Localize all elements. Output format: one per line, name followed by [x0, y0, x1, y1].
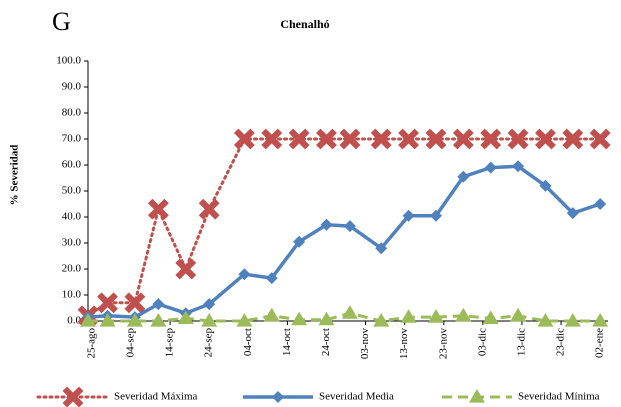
legend-label: Severidad Mínima	[518, 391, 600, 403]
y-tick-label: 10.0	[62, 289, 82, 301]
marker	[126, 313, 143, 327]
marker	[80, 313, 96, 327]
marker	[99, 313, 116, 327]
marker	[152, 298, 165, 311]
legend-label: Severidad Máxima	[114, 391, 198, 403]
marker	[198, 198, 220, 220]
y-tick-label: 90.0	[62, 81, 82, 93]
marker	[341, 305, 358, 319]
x-tick-label: 02-ene	[594, 328, 606, 358]
y-tick-label: 80.0	[62, 107, 82, 119]
marker	[343, 220, 356, 233]
marker	[398, 128, 420, 150]
marker	[339, 128, 361, 150]
legend-label: Severidad Media	[319, 391, 394, 403]
marker	[236, 313, 253, 327]
marker	[238, 268, 251, 281]
y-tick-label: 30.0	[62, 237, 82, 249]
marker	[592, 313, 609, 327]
marker	[425, 128, 447, 150]
marker	[177, 310, 194, 324]
marker	[97, 292, 118, 314]
marker	[507, 128, 529, 150]
marker	[589, 128, 611, 150]
marker	[175, 258, 197, 280]
x-tick-label: 03-dic	[476, 328, 488, 356]
marker	[318, 311, 335, 326]
marker	[480, 128, 502, 150]
marker	[482, 310, 499, 324]
y-tick-label: 60.0	[62, 159, 82, 171]
x-tick-label: 04-sep	[125, 328, 137, 358]
marker	[457, 170, 470, 183]
marker	[375, 242, 388, 255]
y-tick-label: 50.0	[62, 185, 82, 197]
marker	[293, 235, 306, 248]
marker	[512, 160, 525, 173]
marker	[201, 313, 218, 327]
marker	[427, 309, 444, 323]
marker	[291, 311, 308, 326]
marker	[429, 209, 442, 222]
marker	[150, 313, 167, 327]
marker	[316, 128, 337, 150]
marker	[373, 313, 390, 327]
marker	[147, 198, 169, 220]
x-tick-label: 04-oct	[242, 328, 254, 356]
y-tick-label: 100.0	[56, 55, 81, 67]
marker	[564, 313, 581, 327]
marker	[124, 292, 146, 314]
marker	[62, 386, 84, 407]
marker	[233, 128, 255, 150]
x-tick-label: 23-dic	[555, 328, 567, 356]
y-tick-label: 20.0	[62, 263, 82, 275]
chart-title: Chenalhó	[280, 17, 329, 31]
series-line	[87, 164, 601, 319]
marker	[562, 128, 584, 150]
x-tick-label: 25-ago	[85, 328, 97, 359]
marker	[537, 313, 554, 327]
marker	[402, 209, 415, 222]
y-tick-label: 70.0	[62, 133, 82, 145]
marker	[263, 307, 280, 322]
marker	[455, 307, 472, 322]
series-line	[86, 137, 602, 318]
marker	[261, 128, 283, 150]
x-tick-label: 03-nov	[359, 328, 371, 360]
marker	[272, 391, 284, 403]
y-axis-label: % Severidad	[9, 145, 21, 206]
marker	[370, 128, 392, 150]
marker	[452, 128, 474, 150]
marker	[594, 198, 607, 210]
marker	[203, 298, 216, 311]
marker	[566, 207, 579, 220]
marker	[288, 128, 310, 150]
marker	[484, 161, 497, 174]
x-tick-label: 13-nov	[398, 328, 410, 360]
x-tick-label: 13-dic	[516, 328, 528, 356]
marker	[469, 389, 485, 403]
x-tick-label: 24-oct	[320, 328, 332, 356]
panel-label: G	[52, 7, 71, 36]
y-tick-label: 0.0	[67, 315, 81, 327]
marker	[400, 309, 417, 323]
marker	[510, 307, 527, 322]
x-tick-label: 23-nov	[437, 328, 449, 360]
x-tick-label: 24-sep	[203, 328, 215, 358]
x-tick-label: 14-sep	[164, 328, 176, 358]
marker	[535, 128, 556, 150]
y-tick-label: 40.0	[62, 211, 82, 223]
marker	[265, 272, 278, 285]
marker	[539, 179, 552, 192]
marker	[320, 218, 333, 231]
x-tick-label: 14-oct	[281, 328, 293, 356]
